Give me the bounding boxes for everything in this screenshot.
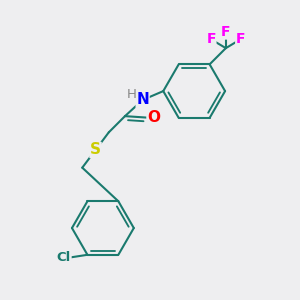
Text: F: F — [236, 32, 245, 46]
Text: H: H — [127, 88, 136, 101]
Text: F: F — [221, 25, 231, 39]
Text: Cl: Cl — [57, 251, 71, 264]
Text: S: S — [90, 142, 101, 158]
Text: N: N — [136, 92, 149, 107]
Text: O: O — [147, 110, 160, 125]
Text: F: F — [206, 32, 216, 46]
